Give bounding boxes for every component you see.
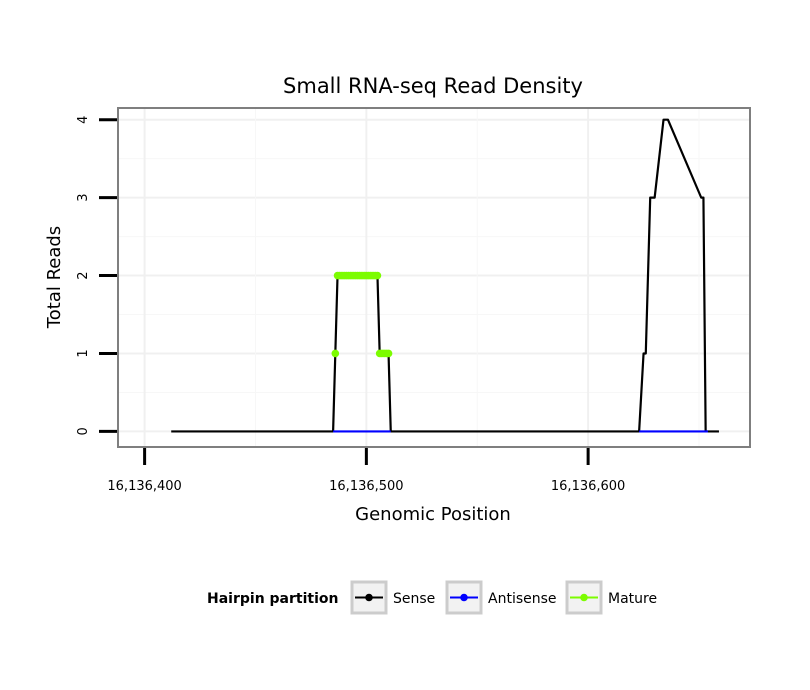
chart-title: Small RNA-seq Read Density (283, 74, 583, 98)
series-layer (171, 118, 719, 433)
mature-point (373, 271, 382, 280)
plot-border (117, 107, 751, 448)
x-axis: 16,136,400 16,136,500 16,136,600 (107, 448, 625, 494)
mature-point (384, 349, 393, 358)
y-tick-label: 0 (76, 427, 91, 435)
y-tick-label: 2 (76, 271, 91, 279)
legend-item-sense: Sense (350, 580, 435, 615)
legend-label: Mature (608, 591, 657, 607)
legend-title: Hairpin partition (207, 591, 338, 607)
mature-point (331, 349, 340, 358)
x-tick-label: 16,136,500 (329, 479, 403, 494)
y-tick-label: 3 (76, 193, 91, 201)
plot-background (118, 108, 750, 447)
y-axis: 0 1 2 3 4 (76, 116, 117, 436)
legend-item-antisense: Antisense (445, 580, 557, 615)
y-axis-title: Total Reads (44, 226, 65, 329)
legend-key-point (460, 593, 468, 602)
x-axis-title: Genomic Position (355, 504, 511, 525)
legend-key-point (580, 593, 588, 602)
legend-label: Sense (393, 591, 435, 607)
legend-item-mature: Mature (565, 580, 657, 615)
legend: Hairpin partition Sense Antisense Mature (207, 580, 657, 615)
y-tick-label: 1 (76, 349, 91, 357)
x-tick-label: 16,136,400 (107, 479, 181, 494)
legend-label: Antisense (488, 591, 557, 607)
legend-key-point (365, 593, 373, 602)
y-tick-label: 4 (76, 116, 91, 124)
x-tick-label: 16,136,600 (551, 479, 625, 494)
